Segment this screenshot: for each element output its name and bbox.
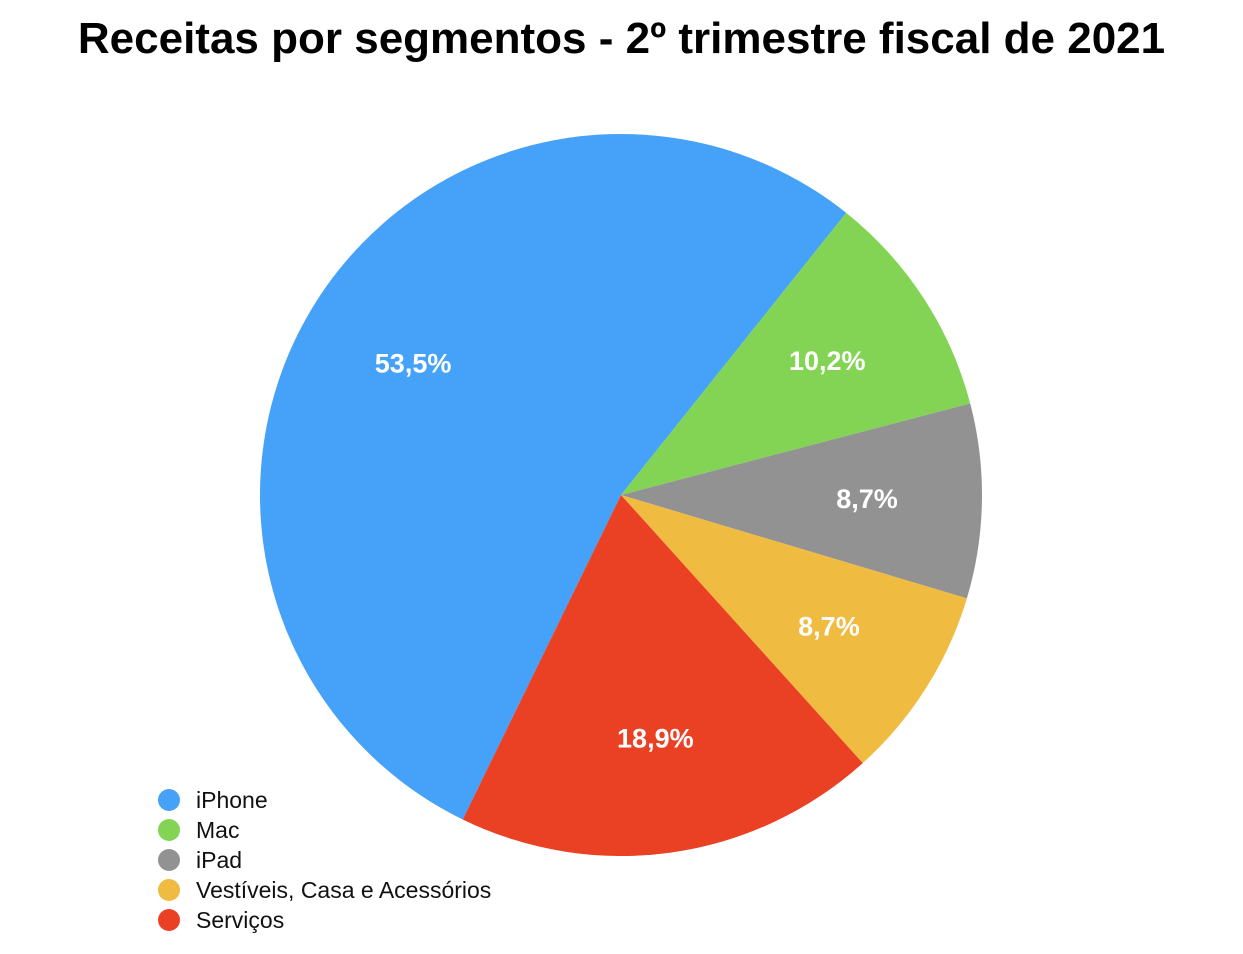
pie-slice-vest-veis-casa-e-acess-rios <box>621 495 967 764</box>
legend-label: Mac <box>196 816 240 843</box>
legend-label: Serviços <box>196 906 285 933</box>
legend-label: iPhone <box>196 786 268 813</box>
slice-value-label: 10,2% <box>789 346 866 376</box>
legend-item: Vestíveis, Casa e Acessórios <box>158 875 491 905</box>
legend-label: iPad <box>196 846 243 873</box>
legend-swatch <box>158 819 180 841</box>
legend-swatch <box>158 879 180 901</box>
slice-value-label: 18,9% <box>617 724 694 754</box>
slice-value-label: 53,5% <box>375 349 452 379</box>
legend-swatch <box>158 849 180 871</box>
slice-value-label: 8,7% <box>836 484 898 514</box>
legend-label: Vestíveis, Casa e Acessórios <box>196 876 492 903</box>
legend-item: Mac <box>158 815 491 845</box>
pie-slice-labels: 53,5% 10,2% 8,7% 8,7% 18,9% <box>375 346 898 754</box>
legend-item: iPad <box>158 845 491 875</box>
legend-item: Serviços <box>158 905 491 935</box>
legend-swatch <box>158 909 180 931</box>
slice-value-label: 8,7% <box>798 611 860 641</box>
legend-item: iPhone <box>158 785 491 815</box>
pie-slice-mac <box>621 212 971 496</box>
pie-slice-ipad <box>621 403 983 599</box>
chart-legend: iPhone Mac iPad Vestíveis, Casa e Acessório… <box>158 785 491 935</box>
pie-slices <box>260 134 983 856</box>
legend-swatch <box>158 789 180 811</box>
pie-slice-servi-os <box>462 495 863 856</box>
chart-title: Receitas por segmentos - 2º trimestre fi… <box>77 14 1166 63</box>
pie-slice-iphone <box>260 134 847 820</box>
